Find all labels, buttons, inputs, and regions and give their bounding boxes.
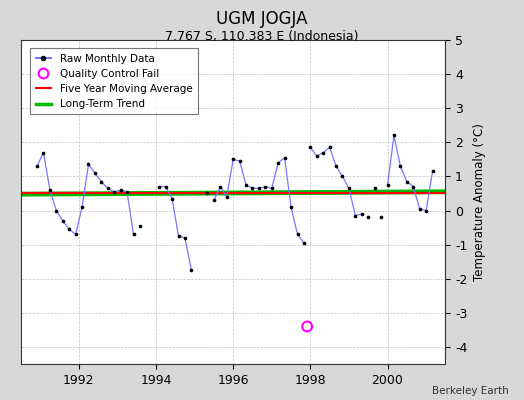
Point: [229, 156, 237, 162]
Point: [248, 185, 257, 192]
Point: [174, 233, 183, 239]
Point: [357, 211, 366, 217]
Point: [84, 161, 93, 168]
Point: [377, 214, 385, 220]
Point: [345, 185, 353, 192]
Text: UGM JOGJA: UGM JOGJA: [216, 10, 308, 28]
Point: [46, 187, 54, 193]
Point: [123, 188, 132, 195]
Point: [300, 240, 308, 246]
Point: [325, 144, 334, 151]
Point: [59, 218, 67, 224]
Point: [303, 323, 311, 330]
Point: [71, 231, 80, 238]
Point: [39, 149, 48, 156]
Point: [390, 132, 398, 139]
Point: [78, 204, 86, 210]
Point: [409, 184, 418, 190]
Point: [155, 184, 163, 190]
Point: [187, 267, 195, 274]
Point: [416, 206, 424, 212]
Point: [136, 223, 144, 229]
Point: [181, 235, 189, 241]
Point: [52, 207, 61, 214]
Point: [110, 188, 118, 195]
Point: [422, 207, 430, 214]
Point: [287, 204, 295, 210]
Point: [255, 185, 263, 192]
Point: [364, 214, 373, 220]
Point: [313, 153, 321, 159]
Point: [280, 154, 289, 161]
Point: [402, 178, 411, 185]
Legend: Raw Monthly Data, Quality Control Fail, Five Year Moving Average, Long-Term Tren: Raw Monthly Data, Quality Control Fail, …: [30, 48, 198, 114]
Point: [33, 163, 41, 169]
Point: [319, 149, 328, 156]
Point: [370, 185, 379, 192]
Text: 7.767 S, 110.383 E (Indonesia): 7.767 S, 110.383 E (Indonesia): [165, 30, 359, 43]
Point: [351, 212, 359, 219]
Point: [396, 163, 405, 169]
Point: [129, 231, 138, 238]
Point: [216, 184, 224, 190]
Point: [306, 144, 314, 151]
Point: [116, 187, 125, 193]
Point: [161, 184, 170, 190]
Point: [210, 197, 218, 204]
Point: [168, 195, 176, 202]
Point: [274, 160, 282, 166]
Point: [384, 182, 392, 188]
Point: [223, 194, 231, 200]
Point: [242, 182, 250, 188]
Point: [91, 170, 99, 176]
Point: [235, 158, 244, 164]
Point: [428, 168, 436, 174]
Point: [261, 184, 269, 190]
Point: [65, 226, 73, 232]
Y-axis label: Temperature Anomaly (°C): Temperature Anomaly (°C): [473, 123, 486, 281]
Point: [293, 231, 302, 238]
Point: [339, 173, 347, 180]
Point: [203, 190, 212, 197]
Point: [97, 178, 105, 185]
Text: Berkeley Earth: Berkeley Earth: [432, 386, 508, 396]
Point: [268, 185, 276, 192]
Point: [332, 163, 340, 169]
Point: [104, 185, 112, 192]
